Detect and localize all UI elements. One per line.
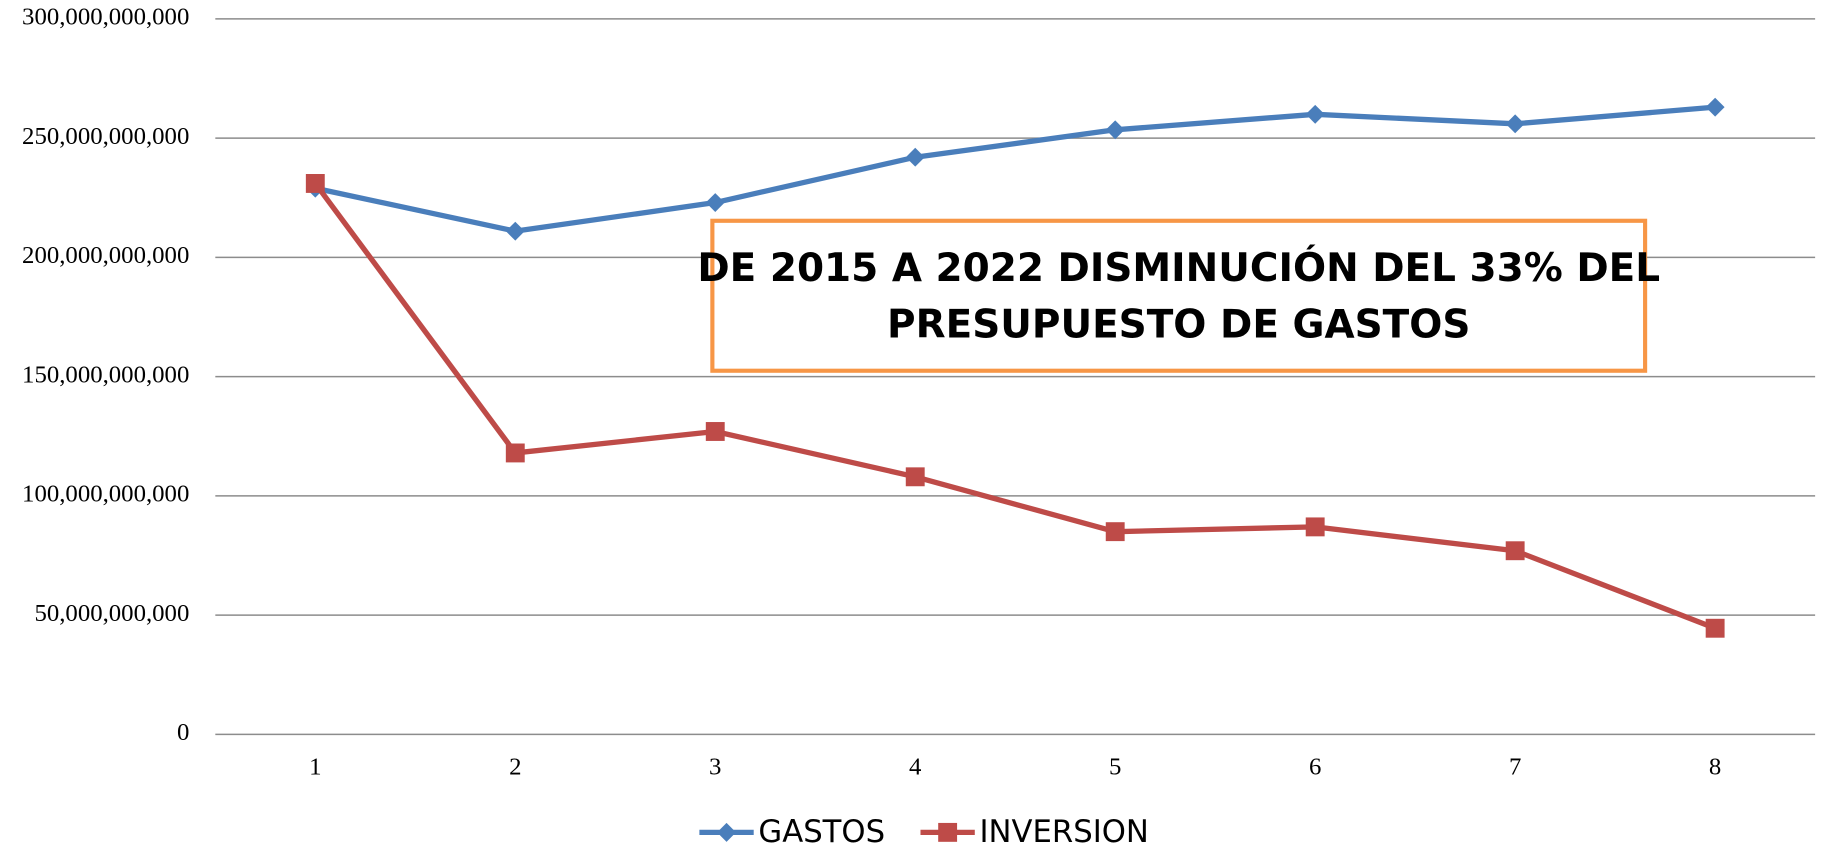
- x-tick-label: 5: [1109, 753, 1121, 780]
- marker: [1305, 517, 1325, 537]
- marker: [705, 422, 725, 441]
- y-tick-label: 300,000,000,000: [22, 4, 189, 31]
- marker: [717, 822, 736, 842]
- x-tick-label: 3: [709, 753, 721, 780]
- y-tick-label: 0: [177, 719, 189, 746]
- y-tick-label: 150,000,000,000: [22, 361, 189, 388]
- marker: [938, 822, 958, 842]
- marker: [305, 174, 325, 193]
- y-tick-label: 200,000,000,000: [22, 242, 189, 269]
- y-tick-label: 100,000,000,000: [22, 481, 189, 508]
- marker: [1505, 114, 1525, 134]
- marker: [905, 147, 925, 167]
- x-tick-label: 6: [1309, 753, 1321, 780]
- marker: [905, 467, 925, 487]
- series-line: [314, 104, 1716, 234]
- marker: [1105, 522, 1125, 542]
- y-tick-label: 50,000,000,000: [34, 600, 189, 627]
- marker: [1705, 618, 1725, 638]
- legend-label: GASTOS: [758, 815, 885, 843]
- y-tick-label: 250,000,000,000: [22, 123, 189, 150]
- marker: [1305, 104, 1325, 124]
- legend-label: INVERSION: [980, 815, 1149, 843]
- marker: [705, 193, 725, 212]
- annotation-box: [710, 218, 1648, 373]
- x-tick-label: 2: [509, 753, 521, 780]
- marker: [1105, 120, 1125, 140]
- marker: [1505, 541, 1525, 561]
- x-tick-label: 4: [909, 753, 921, 780]
- annotation: DE 2015 A 2022 DISMINUCIÓN DEL 33% DEL: [697, 244, 1660, 291]
- marker: [505, 221, 525, 241]
- marker: [1705, 97, 1725, 117]
- x-tick-label: 7: [1509, 753, 1521, 780]
- x-tick-label: 1: [309, 753, 321, 780]
- annotation: PRESUPUESTO DE GASTOS: [887, 303, 1470, 348]
- series-line: [313, 181, 1717, 631]
- x-tick-label: 8: [1709, 753, 1721, 780]
- marker: [505, 443, 525, 463]
